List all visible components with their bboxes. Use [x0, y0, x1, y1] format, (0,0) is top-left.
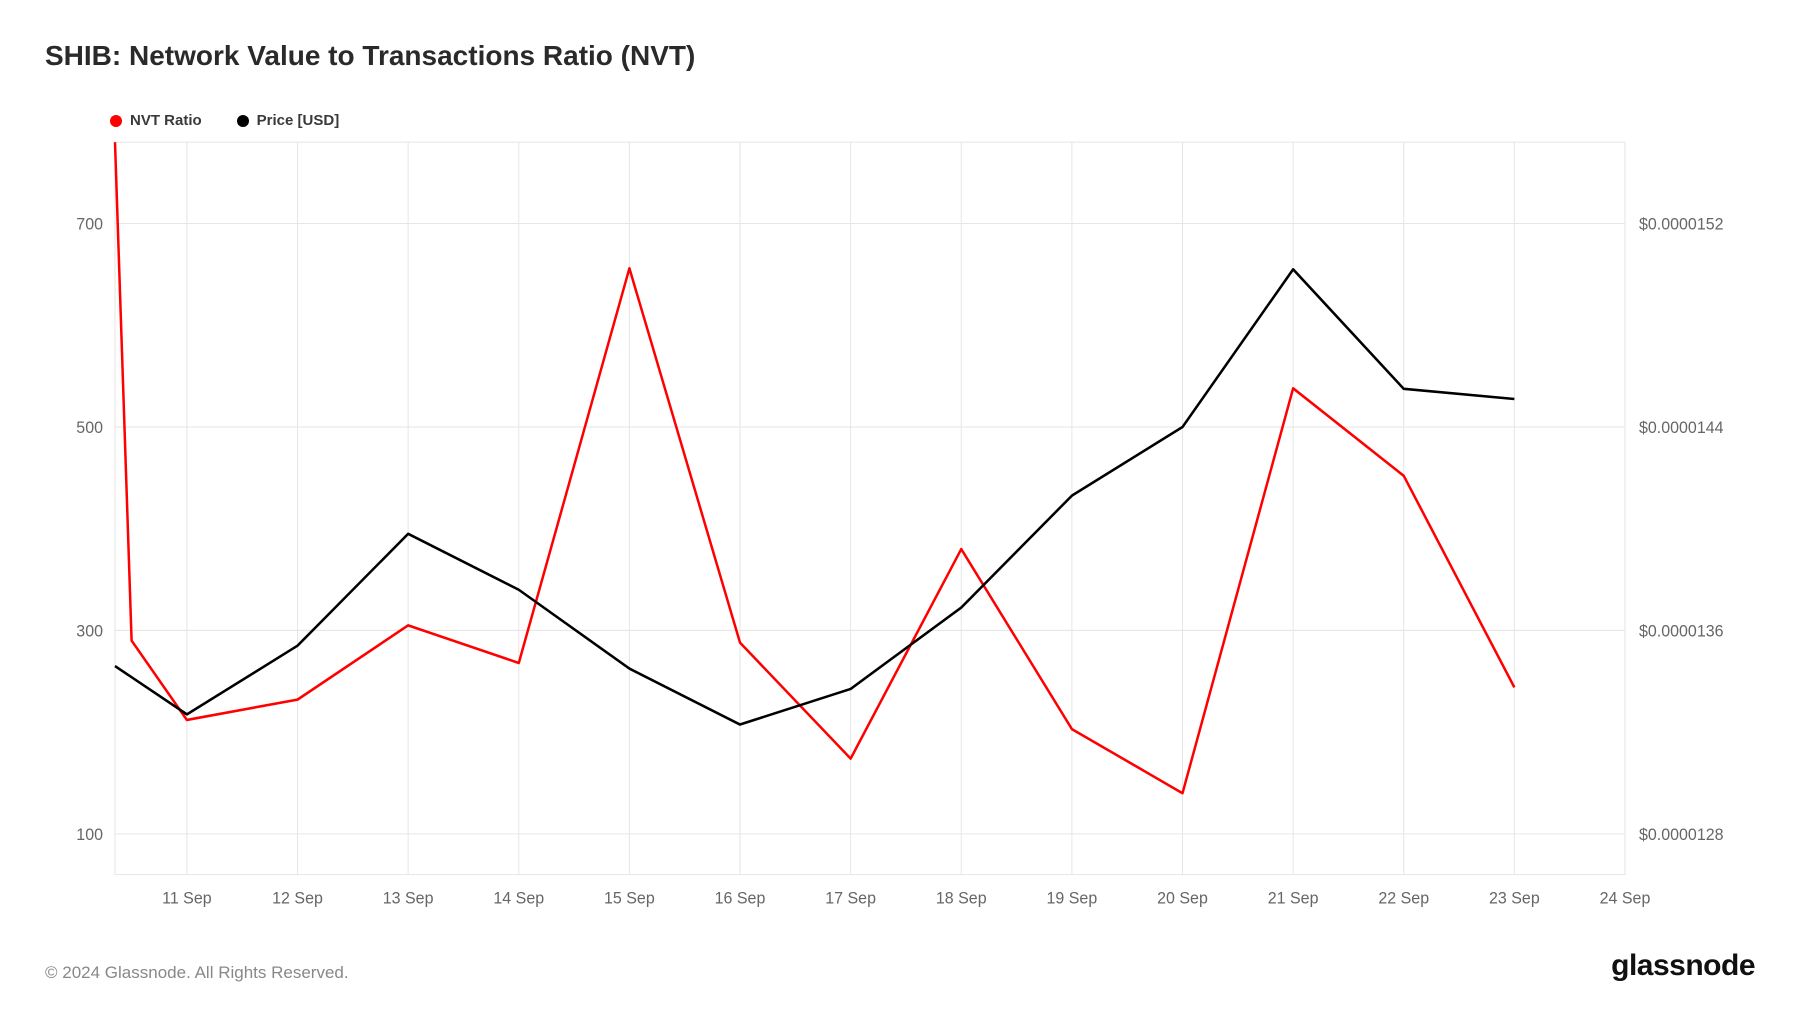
chart-area: 100 300 500 700 $0.0000128 $0.0000136 $0.00001…: [45, 137, 1755, 921]
y-left-tick: 100: [76, 826, 103, 844]
x-tick: 18 Sep: [936, 889, 987, 907]
legend-label-nvt: NVT Ratio: [130, 112, 202, 129]
x-tick: 20 Sep: [1157, 889, 1208, 907]
y-right-tick: $0.0000144: [1639, 419, 1724, 437]
x-tick: 19 Sep: [1047, 889, 1098, 907]
legend-item-nvt: NVT Ratio: [110, 112, 202, 129]
copyright-text: © 2024 Glassnode. All Rights Reserved.: [45, 963, 349, 983]
x-tick: 24 Sep: [1600, 889, 1651, 907]
line-chart: 100 300 500 700 $0.0000128 $0.0000136 $0.00001…: [45, 137, 1755, 921]
y-right-tick: $0.0000136: [1639, 622, 1724, 640]
y-right-tick: $0.0000152: [1639, 216, 1724, 234]
series-nvt-ratio: [115, 142, 1514, 793]
x-tick: 17 Sep: [825, 889, 876, 907]
x-tick: 22 Sep: [1378, 889, 1429, 907]
y-left-tick: 300: [76, 622, 103, 640]
x-tick: 23 Sep: [1489, 889, 1540, 907]
chart-title: SHIB: Network Value to Transactions Rati…: [45, 40, 1755, 72]
x-tick: 14 Sep: [493, 889, 544, 907]
x-tick: 11 Sep: [162, 889, 212, 907]
x-tick: 15 Sep: [604, 889, 655, 907]
x-tick: 16 Sep: [715, 889, 766, 907]
x-tick: 13 Sep: [383, 889, 434, 907]
legend-item-price: Price [USD]: [237, 112, 340, 129]
brand-logo: glassnode: [1611, 949, 1755, 983]
chart-legend: NVT Ratio Price [USD]: [45, 112, 1755, 129]
x-tick: 12 Sep: [272, 889, 323, 907]
y-right-tick: $0.0000128: [1639, 826, 1724, 844]
y-left-tick: 500: [76, 419, 103, 437]
legend-label-price: Price [USD]: [257, 112, 340, 129]
series-price-usd-: [115, 269, 1514, 724]
legend-dot-nvt: [110, 115, 122, 127]
legend-dot-price: [237, 115, 249, 127]
x-tick: 21 Sep: [1268, 889, 1319, 907]
y-left-tick: 700: [76, 216, 103, 234]
